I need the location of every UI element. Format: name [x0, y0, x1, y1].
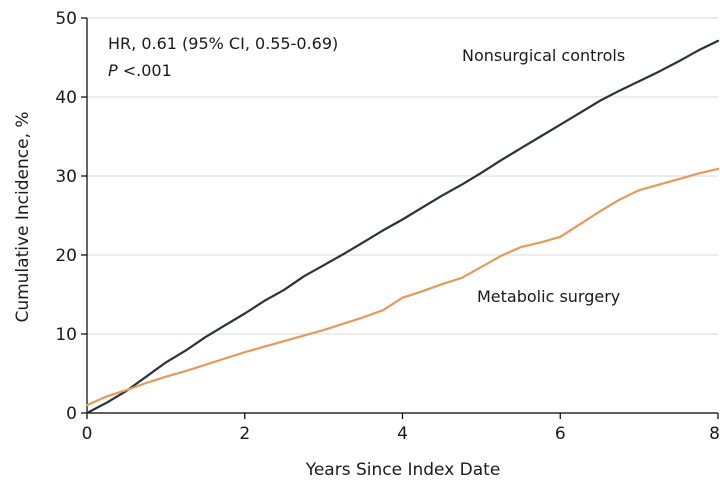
x-tick-label: 4 [397, 424, 408, 444]
y-tick-label: 10 [55, 325, 77, 345]
y-tick-label: 50 [55, 9, 77, 29]
y-tick-label: 0 [66, 404, 77, 424]
hazard-ratio-annotation: HR, 0.61 (95% CI, 0.55-0.69) [108, 34, 338, 53]
x-tick-label: 8 [709, 424, 720, 444]
series-label-metabolic-surgery: Metabolic surgery [477, 287, 620, 306]
series-label-nonsurgical-controls: Nonsurgical controls [462, 46, 625, 65]
p-value-annotation: P <.001 [108, 61, 172, 80]
x-tick-label: 0 [82, 424, 93, 444]
x-tick-label: 6 [555, 424, 566, 444]
p-value-text: <.001 [118, 61, 172, 80]
y-axis-title: Cumulative Incidence, % [13, 111, 33, 322]
ticks: 0 10 20 30 40 50 0 2 4 6 8 [55, 9, 720, 444]
y-tick-label: 30 [55, 167, 77, 187]
x-axis-title: Years Since Index Date [305, 460, 501, 480]
p-value-symbol: P [108, 61, 118, 80]
grid-lines [87, 17, 718, 335]
series-lines [85, 39, 720, 415]
x-tick-label: 2 [239, 424, 250, 444]
y-tick-label: 40 [55, 88, 77, 108]
series-line-metabolic-surgery [85, 167, 720, 407]
y-tick-label: 20 [55, 246, 77, 266]
series-line-nonsurgical-controls [85, 39, 720, 415]
